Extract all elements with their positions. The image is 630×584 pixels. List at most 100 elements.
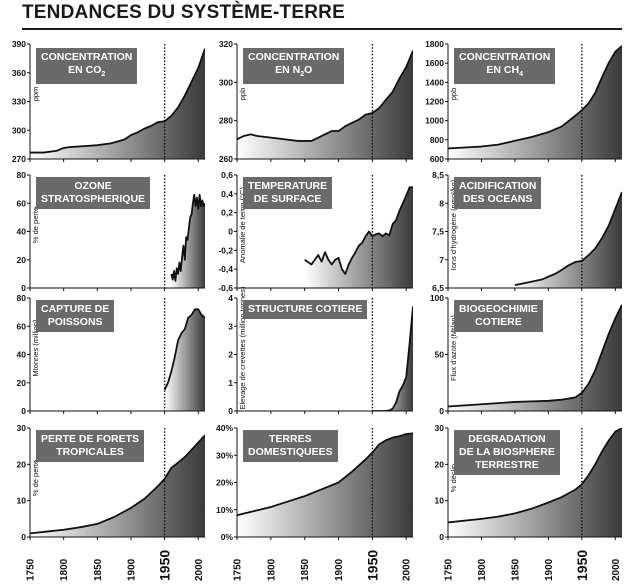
y-tick-label: 0% (221, 532, 234, 542)
area-fill (448, 304, 622, 411)
x-tick-label: 1850 (510, 558, 521, 581)
y-tick-label: 7,5 (432, 227, 444, 237)
y-tick-label: 40% (216, 423, 233, 433)
y-axis-label: % de perte (31, 460, 40, 496)
chart-title: ACIDIFICATION DES OCEANS (454, 177, 542, 209)
y-tick-label: 0,4 (221, 189, 233, 199)
chart-title: CONCENTRATION EN CH4 (454, 48, 556, 85)
y-tick-label: 30% (216, 450, 233, 460)
chart-panel-9: 0 50 100 Flux d'azote (Mt/an) (430, 293, 623, 416)
x-tick-label: 2000 (402, 558, 413, 581)
area-fill (448, 45, 622, 159)
y-tick-label: 0 (21, 406, 26, 416)
y-axis-label: Anomalie de temp (°C) (238, 187, 247, 263)
area-fill (30, 435, 205, 537)
y-tick-label: 0 (439, 406, 444, 416)
y-tick-label: 1000 (425, 116, 444, 126)
x-tick-label: 1800 (477, 558, 488, 581)
y-tick-label: 600 (430, 154, 444, 164)
x-tick-label: 1900 (334, 558, 345, 581)
x-tick-label: 1850 (93, 558, 104, 581)
area-fill (514, 191, 622, 288)
y-axis-label: % déclin (449, 464, 458, 492)
y-tick-label: 60 (17, 198, 27, 208)
series-line (448, 304, 622, 408)
y-tick-label: 300 (12, 125, 26, 135)
chart-panel-4: 0 20 40 60 80 % de perte (17, 170, 206, 293)
chart-title: TERRES DOMESTIQUEES (243, 430, 338, 462)
y-tick-label: 330 (12, 97, 26, 107)
chart-panel-3: 600 800 1000 1200 1400 1600 1800 ppb (425, 39, 623, 164)
area-fill (237, 50, 413, 159)
y-tick-label: 0 (228, 227, 233, 237)
y-tick-label: 360 (12, 68, 26, 78)
series-line (30, 434, 205, 535)
title-rule (22, 28, 622, 30)
x-tick-label: 1750 (26, 558, 37, 581)
y-tick-label: 20% (216, 478, 233, 488)
chart-title: CONCENTRATION EN N2O (243, 48, 345, 85)
chart-title: STRUCTURE COTIERE (243, 300, 368, 319)
x-tick-label: 1850 (300, 558, 311, 581)
y-tick-label: 80 (17, 170, 27, 180)
y-tick-label: 2 (228, 350, 233, 360)
y-tick-label: -0,2 (218, 245, 233, 255)
y-axis-label: Mtonnes (million) (31, 319, 40, 377)
y-tick-label: 8 (439, 198, 444, 208)
chart-title: DEGRADATION DE LA BIOSPHERE TERRESTRE (454, 430, 560, 475)
area-fill (164, 309, 205, 411)
chart-panel-6: 6,5 7 7,5 8 8,5 Ions d'hydrogène (nmol/kg) (432, 170, 623, 293)
y-tick-label: 1800 (425, 39, 444, 49)
x-tick-label: 1950 (157, 550, 173, 581)
y-tick-label: 40 (17, 227, 27, 237)
x-tick-label: 1900 (544, 558, 555, 581)
y-tick-label: 4 (228, 293, 233, 303)
chart-panel-5: -0,6 -0,4 -0,2 0 0,2 0,4 0,6 Anomalie de temp (… (218, 170, 414, 293)
chart-panel-1: 270 300 330 360 390 ppm (12, 39, 206, 164)
x-tick-label: 1950 (364, 550, 380, 581)
y-tick-label: 0,6 (221, 170, 233, 180)
y-axis-label: % de perte (31, 207, 40, 243)
y-tick-label: 30 (435, 423, 445, 433)
area-fill (372, 306, 413, 411)
y-tick-label: 260 (219, 154, 233, 164)
y-tick-label: 320 (219, 39, 233, 49)
y-tick-label: -0,6 (218, 283, 233, 293)
y-tick-label: 40 (17, 350, 27, 360)
y-tick-label: 280 (219, 116, 233, 126)
x-tick-label: 2000 (194, 558, 205, 581)
y-tick-label: 10% (216, 505, 233, 515)
x-tick-label: 1900 (126, 558, 137, 581)
y-tick-label: -0,4 (218, 264, 233, 274)
chart-title: BIOGEOCHIMIE COTIERE (454, 300, 543, 332)
y-axis-label: ppb (238, 88, 247, 101)
y-tick-label: 30 (17, 423, 27, 433)
chart-panel-11: 0% 10% 20% 30% 40% (216, 423, 414, 542)
x-tick-label: 1800 (59, 558, 70, 581)
chart-panel-10: 0 10 20 30 % de perte (17, 423, 206, 542)
y-axis-label: Flux d'azote (Mt/an) (449, 314, 458, 381)
y-tick-label: 3 (228, 321, 233, 331)
area-fill (237, 433, 413, 537)
x-tick-label: 1800 (266, 558, 277, 581)
y-tick-label: 0,2 (221, 208, 233, 218)
chart-panel-12: 0 10 20 30 % déclin (435, 423, 623, 542)
y-tick-label: 10 (17, 496, 27, 506)
y-axis-label: Elevage de crevettes (million tonnes) (238, 286, 247, 409)
y-axis-label: Ions d'hydrogène (nmol/kg) (449, 179, 458, 270)
chart-title: CAPTURE DE POISSONS (36, 300, 115, 332)
chart-panel-7: 0 20 40 60 80 Mtonnes (million) (17, 293, 206, 416)
chart-panel-8: 0 1 2 3 4 Elevage de crevettes (million tonne… (228, 286, 414, 416)
y-tick-label: 390 (12, 39, 26, 49)
x-tick-label: 1950 (574, 550, 590, 581)
chart-panel-2: 260 280 300 320 ppb (219, 39, 414, 164)
y-tick-label: 80 (17, 293, 27, 303)
series-line (448, 428, 622, 524)
y-axis-label: ppb (449, 88, 458, 101)
chart-title: PERTE DE FORETS TROPICALES (36, 430, 145, 462)
x-tick-label: 1750 (233, 558, 244, 581)
x-tick-label: 1750 (444, 558, 455, 581)
y-tick-label: 20 (17, 378, 27, 388)
area-fill (448, 428, 622, 537)
